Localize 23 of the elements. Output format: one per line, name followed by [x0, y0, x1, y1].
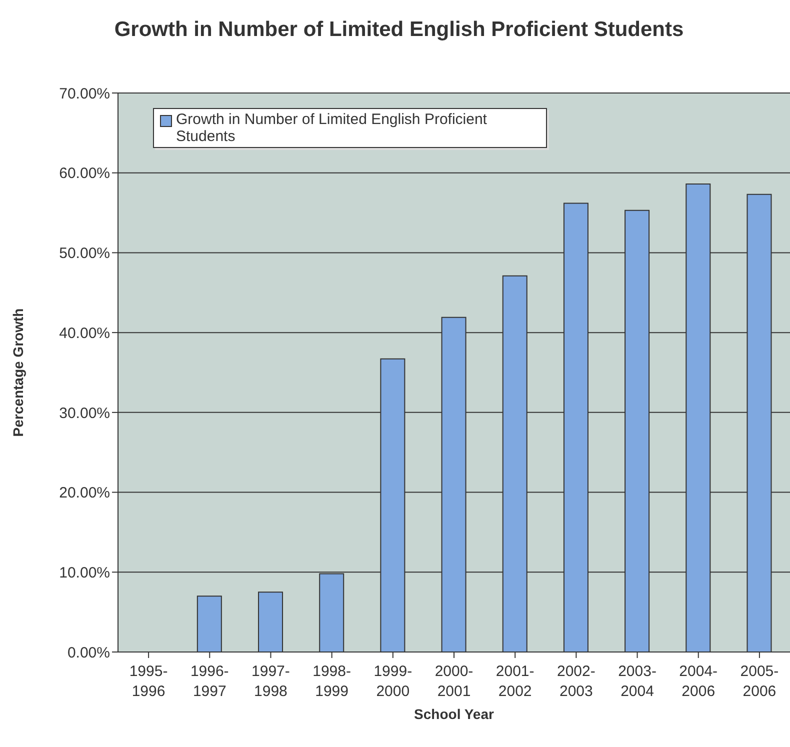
y-tick-label: 70.00%: [59, 85, 110, 102]
x-tick-label: 2005-2006: [740, 663, 779, 700]
x-tick-label: 2004-2006: [679, 663, 718, 700]
y-tick-label: 30.00%: [59, 404, 110, 422]
y-tick-label: 20.00%: [59, 484, 110, 502]
x-tick-label: 1999-2000: [374, 663, 412, 700]
y-tick-label: 60.00%: [59, 165, 110, 182]
chart-title: Growth in Number of Limited English Proficient Students: [113, 18, 685, 42]
x-tick-label: 1997-1998: [252, 663, 290, 700]
legend-label: Growth in Number of Limited English Proficient Students: [176, 111, 488, 145]
x-tick-label: 1995-1996: [129, 663, 168, 700]
y-axis-title: Percentage Growth: [10, 308, 26, 437]
x-tick-label: 1996-1997: [190, 663, 229, 700]
x-tick-label: 2003-2004: [618, 663, 656, 700]
y-tick-label: 50.00%: [59, 245, 110, 262]
x-tick-label: 1998-1999: [312, 663, 352, 700]
x-tick-label: 2000-2001: [434, 663, 474, 700]
y-tick-label: 40.00%: [59, 324, 110, 342]
y-tick-label: 0.00%: [67, 644, 110, 662]
x-axis-title: School Year: [414, 706, 494, 722]
x-tick-label: 2002-2003: [556, 663, 596, 700]
x-tick-label: 2001-2002: [496, 663, 534, 700]
y-tick-label: 10.00%: [59, 564, 110, 582]
